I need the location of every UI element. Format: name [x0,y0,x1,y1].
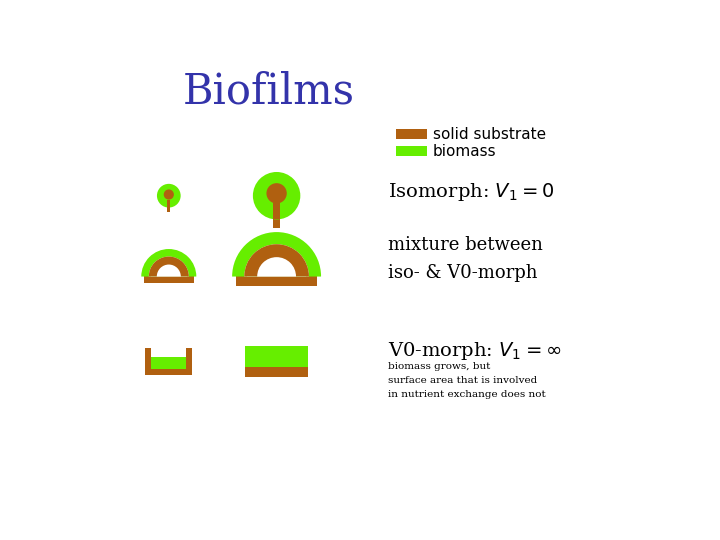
Wedge shape [244,244,309,276]
Wedge shape [232,232,321,276]
Bar [144,268,150,282]
Bar [145,348,151,375]
Bar [273,195,280,228]
Bar [236,264,248,286]
Circle shape [157,184,181,207]
Wedge shape [141,249,197,276]
Wedge shape [149,256,189,276]
Bar [167,200,171,207]
Text: Isomorph: $V_1 = 0$: Isomorph: $V_1 = 0$ [388,181,554,203]
Bar [245,346,308,367]
Bar [273,204,280,219]
Bar [167,195,171,212]
Circle shape [266,183,287,204]
Bar [396,146,427,157]
Bar [144,276,194,282]
Bar [236,276,317,286]
Bar [151,357,186,369]
Circle shape [163,190,174,200]
Bar [396,129,427,139]
Circle shape [253,172,300,219]
Wedge shape [244,244,309,276]
Wedge shape [149,256,189,276]
Text: Biofilms: Biofilms [183,71,355,113]
Bar [306,264,317,286]
Bar [245,367,308,376]
Text: solid substrate: solid substrate [433,126,546,141]
Text: V0-morph: $V_1 = \infty$: V0-morph: $V_1 = \infty$ [388,340,562,362]
Text: mixture between
iso- & V0-morph: mixture between iso- & V0-morph [388,236,543,282]
Bar [145,369,192,375]
Text: biomass: biomass [433,144,497,159]
Text: biomass grows, but
surface area that is involved
in nutrient exchange does not: biomass grows, but surface area that is … [388,362,546,399]
Wedge shape [157,265,181,276]
Bar [186,268,194,282]
Bar [186,348,192,375]
Wedge shape [257,257,296,276]
